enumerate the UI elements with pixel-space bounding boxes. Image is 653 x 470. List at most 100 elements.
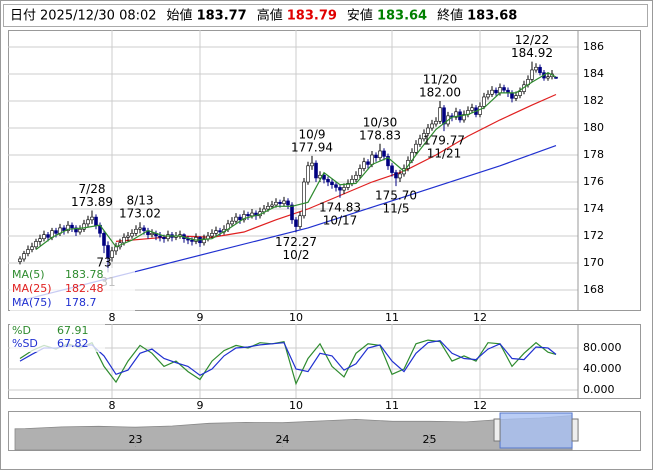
candle-body <box>330 181 334 186</box>
candle-body <box>378 150 382 159</box>
candle-body <box>278 201 282 204</box>
legend-value: 183.78 <box>65 268 104 281</box>
header-date-label: 日付 <box>10 9 36 24</box>
candle-body <box>362 161 366 169</box>
annotation: 11/5 <box>383 202 410 216</box>
candle-body <box>286 200 290 206</box>
candle-body <box>350 179 354 184</box>
candle-body <box>462 114 466 121</box>
navigator-handle[interactable] <box>571 418 579 442</box>
y-tick-label: 168 <box>583 283 604 296</box>
legend-value: 67.82 <box>57 337 89 350</box>
candle-body <box>30 246 34 250</box>
candle-body <box>26 249 30 254</box>
candle-body <box>370 154 374 165</box>
candle-body <box>242 214 246 221</box>
candle-body <box>270 204 274 207</box>
candle-body <box>70 224 74 229</box>
candle-body <box>210 233 214 237</box>
oscillator-chart: 0.000 40.000 80.000 8 9 10 11 12 %D 67.91 %SD 67.82 <box>8 324 622 412</box>
x-tick-label: 8 <box>109 311 116 324</box>
annotation: 10/30 <box>363 115 398 129</box>
annotation: 73 <box>96 256 111 270</box>
candle-body <box>42 234 46 240</box>
x-tick-label: 9 <box>197 311 204 324</box>
annotation: 178.83 <box>359 128 401 142</box>
candle-body <box>354 174 358 180</box>
candle-body <box>266 206 270 210</box>
candle-body <box>342 187 346 191</box>
candle-body <box>282 200 286 204</box>
candle-body <box>534 66 538 71</box>
annotation: 179.77 <box>423 134 465 148</box>
header-datetime: 2025/12/30 08:02 <box>40 9 157 24</box>
candle-body <box>238 216 242 221</box>
candle-body <box>54 230 58 234</box>
navigator-handle[interactable] <box>493 418 501 442</box>
series-line <box>19 339 557 377</box>
annotation: 182.00 <box>419 86 461 100</box>
annotation: 175.70 <box>375 189 417 203</box>
candle-body <box>186 238 190 241</box>
candle-body <box>306 165 310 183</box>
candle-body <box>150 233 154 235</box>
candle-body <box>206 235 210 240</box>
candle-body <box>74 227 78 233</box>
y-tick-label: 40.000 <box>583 362 622 375</box>
candle-body <box>382 150 386 157</box>
candle-body <box>142 227 146 231</box>
y-tick-label: 170 <box>583 256 604 269</box>
candle-body <box>134 228 138 234</box>
y-tick-label: 184 <box>583 67 604 80</box>
legend-box <box>10 324 105 352</box>
series-line <box>35 72 557 250</box>
y-tick-label: 174 <box>583 202 604 215</box>
candle-body <box>482 96 486 107</box>
annotation: 174.83 <box>319 200 361 214</box>
x-tick-label: 12 <box>473 399 487 412</box>
candle-body <box>166 234 170 240</box>
y-tick-label: 186 <box>583 40 604 53</box>
candle-body <box>518 91 522 96</box>
x-tick-label: 11 <box>385 311 399 324</box>
candle-body <box>106 245 110 258</box>
candle-body <box>426 127 430 134</box>
header: 日付 2025/12/30 08:02 始値 183.77 高値 183.79 安値 183.… <box>10 8 517 24</box>
candle-body <box>438 107 442 122</box>
candle-body <box>326 179 330 183</box>
legend-name: %D <box>12 324 31 337</box>
header-high-label: 高値 <box>257 8 283 24</box>
candle-body <box>62 227 66 231</box>
candle-body <box>374 154 378 159</box>
candle-body <box>454 111 458 118</box>
header-bar <box>3 4 648 27</box>
candle-body <box>334 184 338 188</box>
y-tick-label: 178 <box>583 148 604 161</box>
candle-body <box>486 93 490 98</box>
navigator-chart: 23 24 25 <box>14 412 579 451</box>
candle-body <box>230 220 234 225</box>
candle-body <box>22 253 26 260</box>
candle-body <box>86 219 90 225</box>
candle-body <box>250 212 254 217</box>
header-open-label: 始値 <box>167 8 193 24</box>
y-tick-label: 172 <box>583 229 604 242</box>
annotation: 10/9 <box>299 127 326 141</box>
x-tick-label: 23 <box>129 433 143 446</box>
legend-value: 178.7 <box>65 296 97 309</box>
price-panel <box>8 30 641 311</box>
header-close-label: 終値 <box>437 8 463 24</box>
candle-body <box>514 95 518 99</box>
candle-body <box>414 143 418 153</box>
annotation: 10/17 <box>323 213 358 227</box>
x-tick-label: 10 <box>289 399 303 412</box>
candle-body <box>302 181 306 217</box>
candle-body <box>338 187 342 191</box>
annotation: 184.92 <box>511 46 553 60</box>
candle-body <box>322 174 326 180</box>
legend-value: 182.48 <box>65 282 104 295</box>
candle-body <box>490 89 494 95</box>
candle-body <box>82 223 86 230</box>
candle-body <box>346 183 350 188</box>
